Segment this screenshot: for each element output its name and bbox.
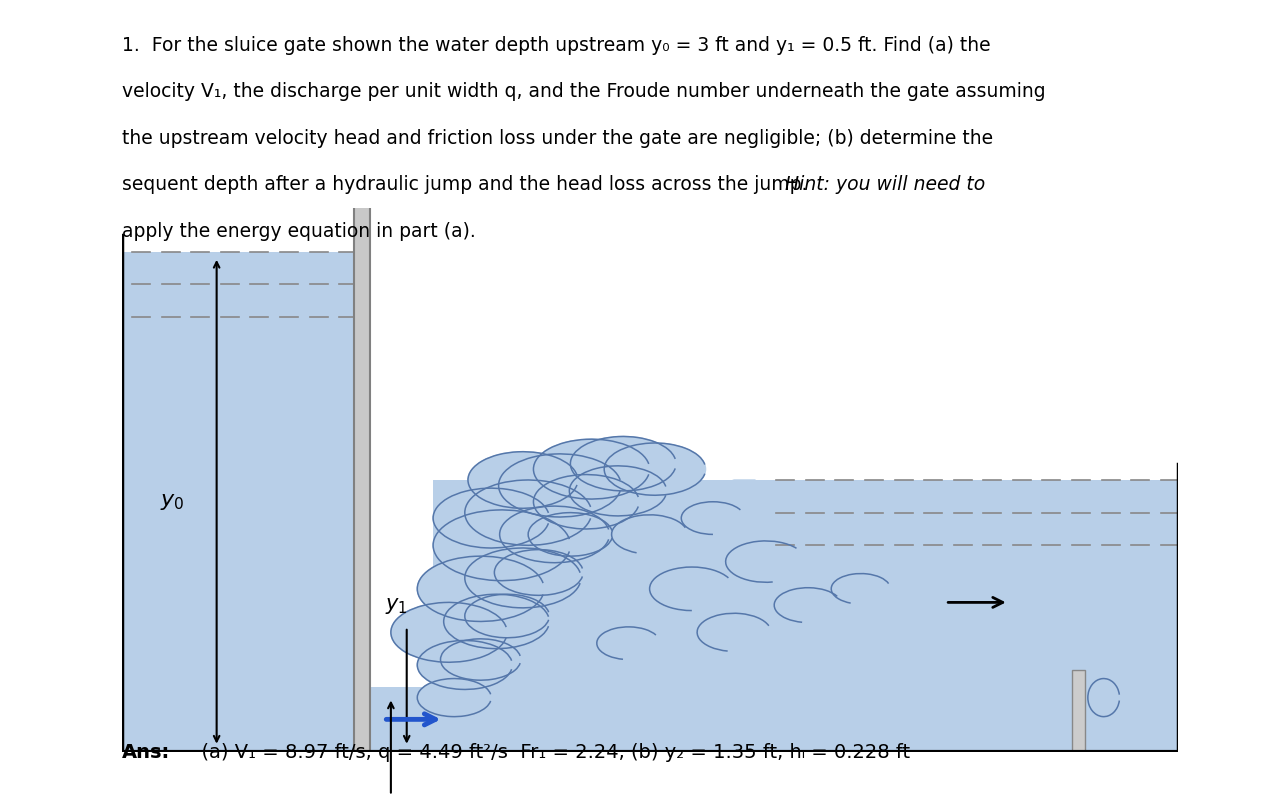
Text: (a) V₁ = 8.97 ft/s, q = 4.49 ft²/s  Fr₁ = 2.24, (b) y₂ = 1.35 ft, hₗ = 0.228 ft: (a) V₁ = 8.97 ft/s, q = 4.49 ft²/s Fr₁ =…	[189, 742, 910, 762]
Polygon shape	[433, 480, 755, 752]
Circle shape	[417, 556, 544, 622]
Text: Hint: you will need to: Hint: you will need to	[785, 175, 986, 194]
Text: apply the energy equation in part (a).: apply the energy equation in part (a).	[122, 222, 475, 241]
Circle shape	[465, 548, 581, 608]
Text: Ans:: Ans:	[122, 742, 170, 762]
Circle shape	[534, 474, 639, 529]
Circle shape	[444, 594, 549, 649]
Circle shape	[494, 550, 584, 595]
Circle shape	[465, 594, 549, 638]
Bar	[1073, 670, 1084, 752]
Circle shape	[499, 506, 609, 562]
Circle shape	[468, 452, 577, 508]
Circle shape	[465, 480, 591, 546]
Text: $y_1$: $y_1$	[385, 596, 407, 616]
Text: sequent depth after a hydraulic jump and the head loss across the jump. Hint: yo: sequent depth after a hydraulic jump and…	[122, 175, 1012, 194]
Circle shape	[534, 439, 650, 499]
Circle shape	[417, 641, 512, 690]
Circle shape	[571, 437, 676, 491]
Circle shape	[604, 443, 705, 495]
Circle shape	[570, 466, 667, 516]
Text: sequent depth after a hydraulic jump and the head loss across the jump.: sequent depth after a hydraulic jump and…	[122, 175, 813, 194]
Text: the upstream velocity head and friction loss under the gate are negligible; (b) : the upstream velocity head and friction …	[122, 129, 993, 148]
Circle shape	[417, 678, 492, 717]
Circle shape	[529, 513, 613, 556]
Circle shape	[499, 454, 621, 517]
Text: $y_0$: $y_0$	[160, 492, 186, 512]
Circle shape	[433, 488, 549, 548]
Circle shape	[433, 510, 571, 581]
Bar	[355, 181, 370, 752]
Text: velocity V₁, the discharge per unit width q, and the Froude number underneath th: velocity V₁, the discharge per unit widt…	[122, 82, 1046, 102]
Bar	[433, 480, 1178, 752]
Circle shape	[390, 602, 507, 662]
Circle shape	[440, 639, 521, 680]
Bar	[370, 686, 433, 752]
Text: 1.  For the sluice gate shown the water depth upstream y₀ = 3 ft and y₁ = 0.5 ft: 1. For the sluice gate shown the water d…	[122, 36, 991, 55]
Bar	[122, 251, 355, 752]
